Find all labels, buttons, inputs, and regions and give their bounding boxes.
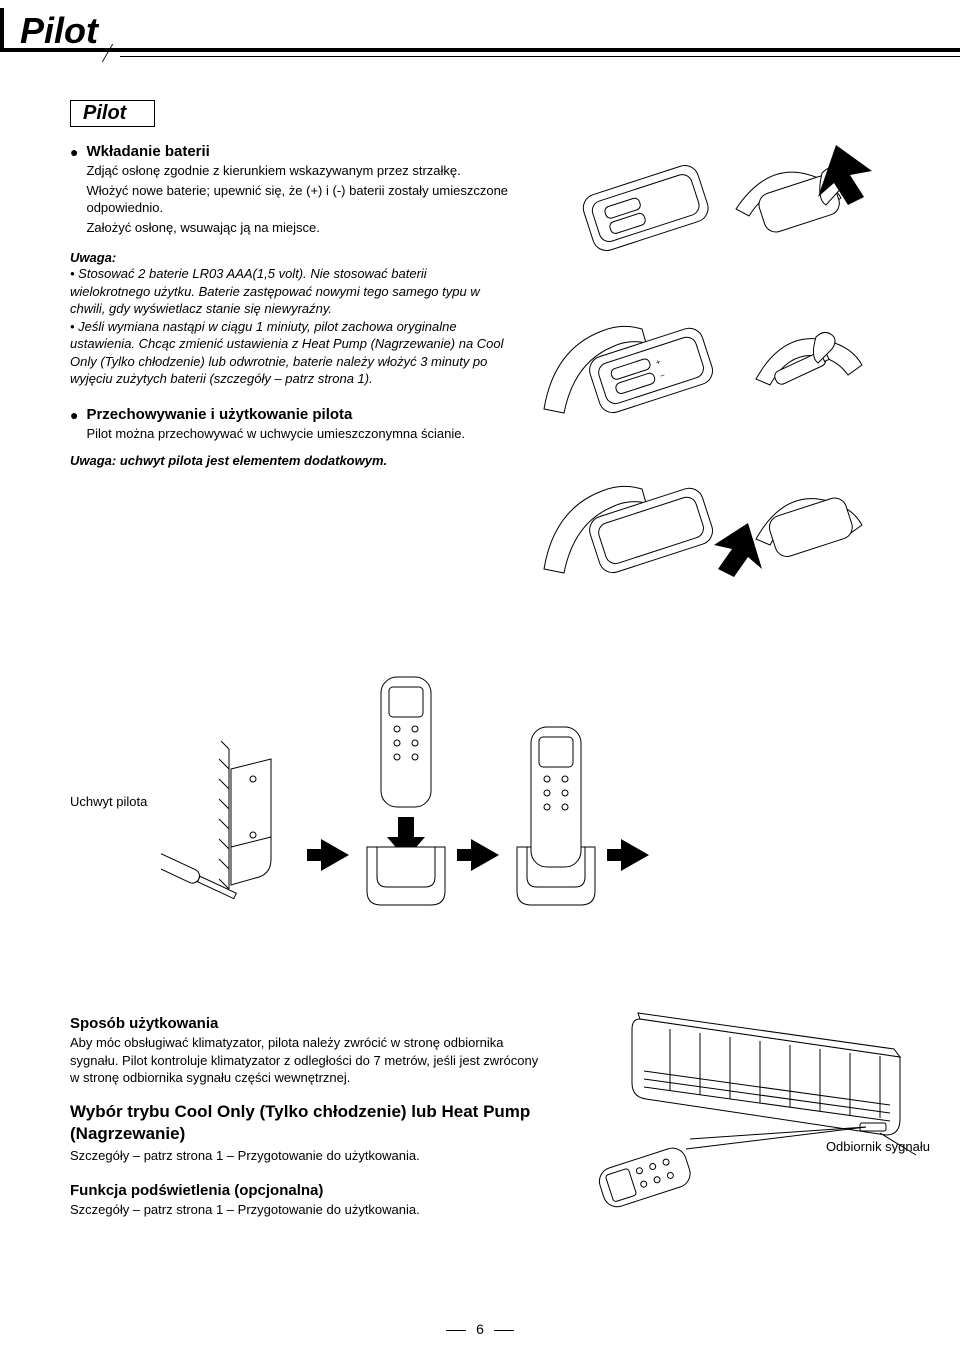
storage-body: Pilot można przechowywać w uchwycie umie… [86, 425, 465, 443]
battery-heading: Wkładanie baterii [86, 143, 510, 160]
page-header: Pilot [0, 0, 960, 70]
storage-note: Uwaga: uchwyt pilota jest elementem doda… [70, 453, 510, 468]
backlight-heading: Funkcja podświetlenia (opcjonalna) [70, 1182, 550, 1199]
indoor-unit-svg [580, 999, 920, 1219]
usage-body: Aby móc obsługiwać klimatyzator, pilota … [70, 1034, 550, 1087]
holder-label: Uchwyt pilota [70, 794, 147, 809]
mode-body: Szczegóły – patrz strona 1 – Przygotowan… [70, 1147, 550, 1165]
lower-text-col: Sposób użytkowania Aby móc obsługiwać kl… [70, 999, 550, 1219]
usage-heading: Sposób użytkowania [70, 1015, 550, 1032]
battery-steps-svg: + − [536, 139, 896, 609]
mode-heading: Wybór trybu Cool Only (Tylko chłodzenie)… [70, 1101, 550, 1145]
battery-illustrations: + − [536, 139, 900, 609]
holder-diagram-row: Uchwyt pilota [70, 669, 900, 919]
battery-line1: Zdjąć osłonę zgodnie z kierunkiem wskazy… [86, 162, 510, 180]
lower-section: Sposób użytkowania Aby móc obsługiwać kl… [70, 999, 900, 1219]
content-region: Pilot ● Wkładanie baterii Zdjąć osłonę z… [0, 70, 960, 1219]
battery-line3: Założyć osłonę, wsuwając ją na miejsce. [86, 219, 510, 237]
holder-svg [161, 669, 841, 919]
battery-line2: Włożyć nowe baterie; upewnić się, że (+)… [86, 182, 510, 217]
bullet-icon: ● [70, 406, 78, 443]
page-footer: 6 [0, 1321, 960, 1337]
page-number: 6 [476, 1321, 484, 1337]
backlight-body: Szczegóły – patrz strona 1 – Przygotowan… [70, 1201, 550, 1219]
battery-note1: • Stosować 2 baterie LR03 AAA(1,5 volt).… [70, 265, 510, 318]
footer-dash-left [446, 1330, 466, 1331]
uwaga-label: Uwaga: [70, 250, 510, 265]
battery-note2: • Jeśli wymiana nastąpi w ciągu 1 miniut… [70, 318, 510, 388]
page-title: Pilot [0, 10, 960, 52]
storage-heading: Przechowywanie i użytkowanie pilota [86, 406, 465, 423]
indoor-unit-illustration: Odbiornik sygnału [580, 999, 920, 1219]
battery-text-col: ● Wkładanie baterii Zdjąć osłonę zgodnie… [70, 139, 510, 609]
receiver-label: Odbiornik sygnału [826, 1139, 930, 1154]
battery-two-col: ● Wkładanie baterii Zdjąć osłonę zgodnie… [70, 139, 900, 609]
bullet-icon: ● [70, 143, 78, 236]
section-box-title: Pilot [70, 100, 155, 127]
footer-dash-right [494, 1330, 514, 1331]
